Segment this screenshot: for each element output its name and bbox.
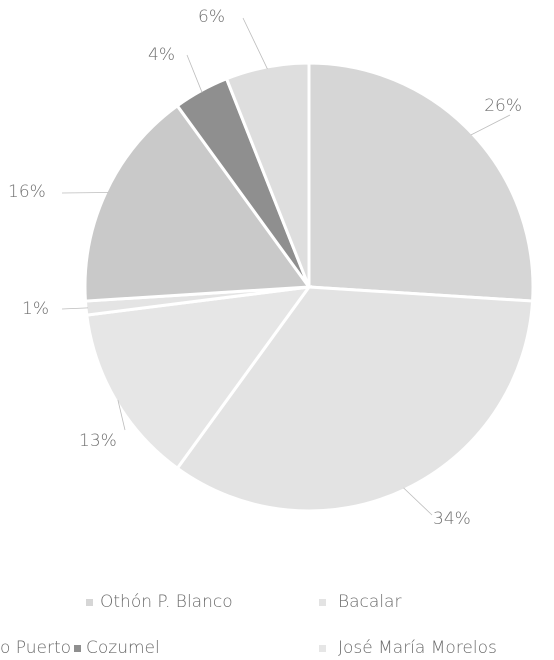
pie-slice-1 — [175, 285, 535, 513]
legend-swatch-jose-maria-morelos — [319, 645, 326, 652]
leader-line-5 — [186, 54, 203, 93]
leader-line-2 — [117, 399, 126, 431]
legend-label-cozumel: Cozumel — [86, 638, 160, 658]
legend-label-jose-maria-morelos: José María Morelos — [338, 638, 497, 658]
label-34: 34% — [433, 509, 471, 529]
legend-swatch-cozumel — [74, 645, 81, 652]
label-6: 6% — [198, 7, 225, 27]
leader-line-3 — [61, 307, 89, 310]
pie-slices — [83, 61, 535, 513]
leader-line-4 — [61, 192, 109, 194]
pie-slice-2 — [85, 285, 313, 471]
percentage-labels: 26% 34% 13% 1% 16% 4% 6% — [8, 7, 522, 529]
legend-label-bacalar: Bacalar — [338, 592, 401, 612]
label-16: 16% — [8, 182, 46, 202]
legend-label-partial: o Puerto — [0, 638, 71, 658]
legend-swatch-bacalar — [319, 599, 326, 606]
label-1: 1% — [22, 299, 49, 319]
legend-label-othon-p-blanco: Othón P. Blanco — [100, 592, 233, 612]
label-13: 13% — [79, 431, 117, 451]
pie-slice-0 — [307, 61, 535, 303]
leader-line-6 — [242, 17, 268, 70]
legend: Othón P. Blanco Bacalar o Puerto Cozumel… — [0, 592, 497, 658]
pie-slice-6 — [224, 61, 311, 288]
leader-line-0 — [470, 114, 511, 136]
leader-line-1 — [403, 487, 433, 516]
pie-slice-4 — [83, 103, 312, 303]
leader-lines — [61, 17, 511, 516]
label-4: 4% — [148, 45, 175, 65]
label-26: 26% — [484, 96, 522, 116]
legend-swatch-othon-p-blanco — [86, 599, 93, 606]
